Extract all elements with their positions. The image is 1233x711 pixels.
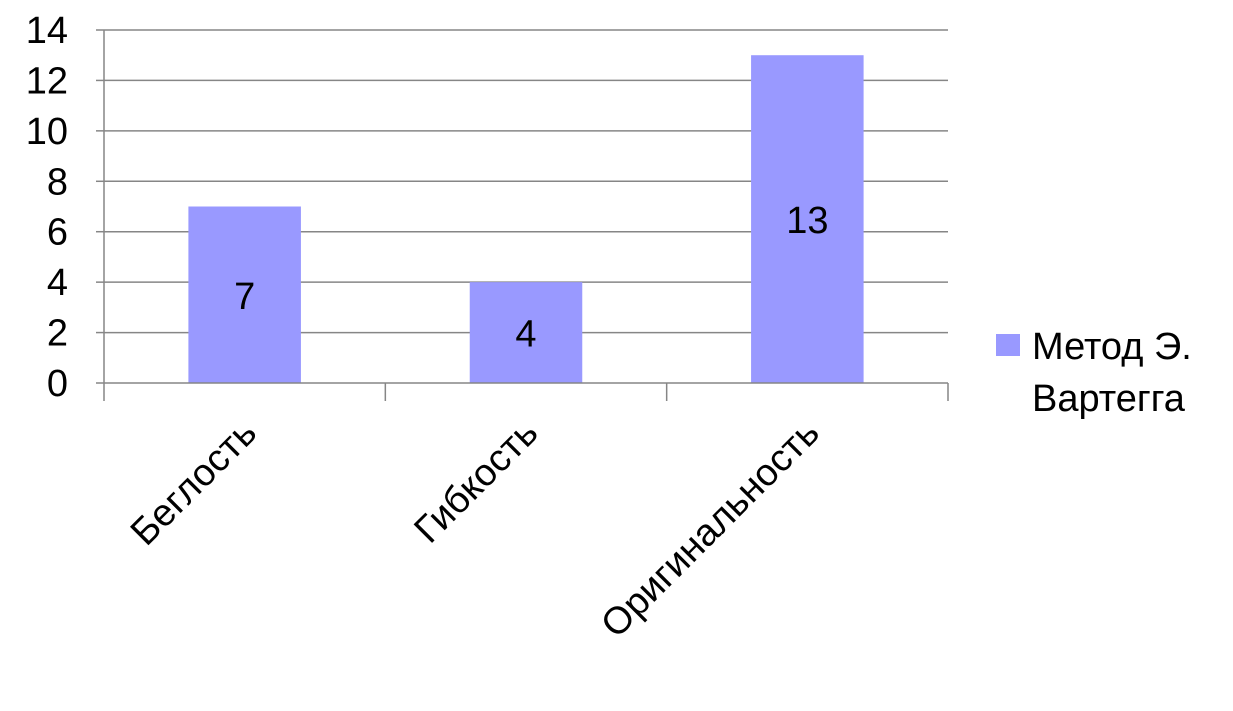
x-axis-category-labels: Беглость Гибкость Оригинальность [123, 412, 828, 646]
data-labels: 7 4 13 [234, 200, 828, 355]
bar-1 [188, 206, 301, 383]
bar-3 [751, 55, 864, 383]
legend: Метод Э. Вартегга [996, 326, 1192, 420]
bars [188, 55, 864, 383]
data-label-3: 13 [786, 200, 828, 242]
axes [96, 29, 949, 401]
data-label-1: 7 [234, 276, 255, 318]
y-axis-tick-labels: 0 2 4 6 8 10 12 14 [26, 10, 68, 405]
y-tick-label: 0 [47, 363, 68, 405]
category-label-2: Гибкость [406, 412, 546, 552]
category-label-1: Беглость [123, 412, 265, 554]
y-tick-label: 12 [26, 60, 68, 102]
y-tick-label: 4 [47, 262, 68, 304]
y-tick-label: 6 [47, 212, 68, 254]
y-tick-label: 14 [26, 10, 68, 52]
y-tick-label: 10 [26, 111, 68, 153]
legend-label-line-2: Вартегга [1032, 378, 1186, 420]
legend-swatch [996, 334, 1020, 356]
y-tick-label: 2 [47, 313, 68, 355]
y-tick-label: 8 [47, 161, 68, 203]
category-label-3: Оригинальность [593, 412, 827, 646]
bar-2 [469, 282, 583, 383]
legend-label-line-1: Метод Э. [1032, 326, 1192, 368]
data-label-2: 4 [515, 314, 536, 356]
